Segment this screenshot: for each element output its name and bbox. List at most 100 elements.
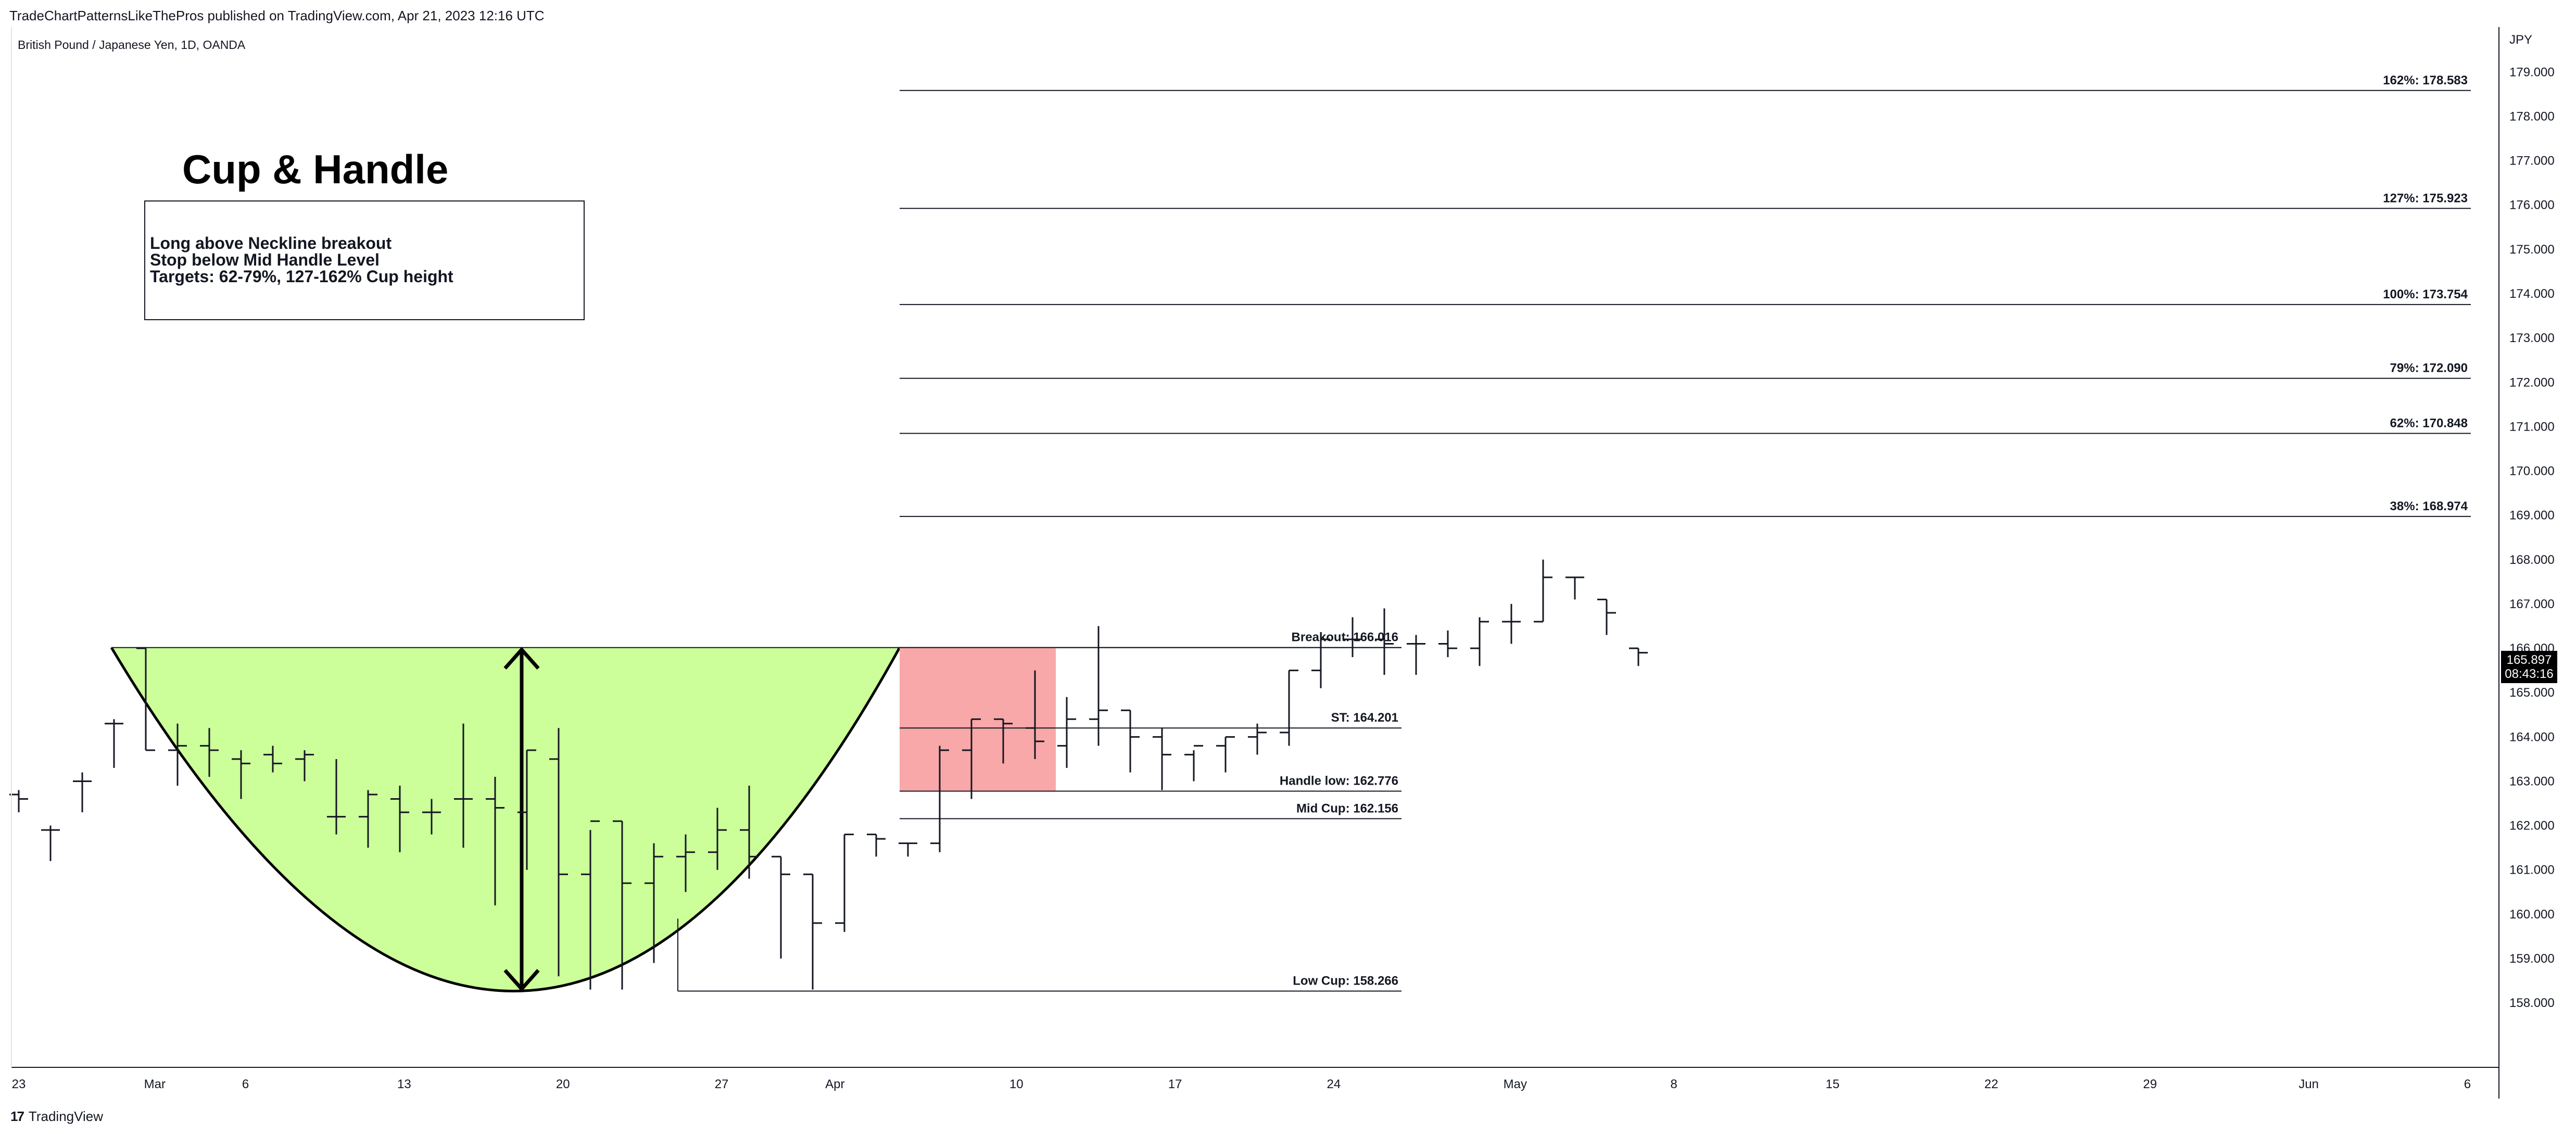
y-tick-label: 174.000: [2509, 287, 2555, 301]
ohlc-bar: [1343, 617, 1362, 658]
y-tick-label: 164.000: [2509, 730, 2555, 744]
x-tick-label: 6: [242, 1077, 249, 1091]
x-tick-label: 29: [2143, 1077, 2157, 1091]
published-caption: TradeChartPatternsLikeThePros published …: [9, 8, 545, 23]
y-tick-label: 161.000: [2509, 863, 2555, 877]
x-tick-label: 22: [1984, 1077, 1998, 1091]
ohlc-bar: [1470, 617, 1489, 666]
ohlc-bar: [772, 855, 790, 959]
ohlc-bar: [105, 719, 123, 768]
note-line-2: Stop below Mid Handle Level: [150, 250, 380, 269]
y-tick-label: 169.000: [2509, 509, 2555, 523]
x-tick-label: Jun: [2299, 1077, 2319, 1091]
chart-title: Cup & Handle: [182, 146, 448, 192]
y-tick-label: 165.000: [2509, 686, 2555, 700]
ohlc-bar: [517, 749, 536, 870]
ohlc-bar: [613, 820, 632, 990]
ohlc-bars: [9, 559, 1648, 990]
target-label: 100%: 173.754: [2383, 287, 2468, 301]
ohlc-bar: [1502, 603, 1521, 644]
level-label: Handle low: 162.776: [1280, 774, 1398, 788]
ohlc-bar: [994, 718, 1013, 764]
brand-name: TradingView: [28, 1108, 103, 1124]
ohlc-bar: [1311, 635, 1330, 688]
y-tick-label: 167.000: [2509, 597, 2555, 611]
notes-box: [144, 200, 585, 320]
ohlc-bar: [73, 772, 92, 813]
x-tick-label: May: [1504, 1077, 1527, 1091]
ohlc-bar: [422, 799, 441, 835]
target-label: 62%: 170.848: [2390, 416, 2468, 430]
x-tick-label: 20: [556, 1077, 570, 1091]
cup-curve: [110, 647, 901, 992]
x-tick-label: 27: [715, 1077, 729, 1091]
footer-brand[interactable]: 17 TradingView: [10, 1105, 103, 1128]
ohlc-bar: [9, 790, 28, 813]
ohlc-bar: [1153, 728, 1171, 790]
level-label: Mid Cup: 162.156: [1296, 801, 1398, 815]
y-tick-label: 175.000: [2509, 243, 2555, 257]
ohlc-bar: [359, 790, 377, 848]
level-label: Breakout: 166.016: [1292, 631, 1398, 645]
y-tick-label: 168.000: [2509, 553, 2555, 567]
ohlc-bar: [1407, 635, 1425, 675]
y-tick-label: 162.000: [2509, 819, 2555, 833]
target-label: 162%: 178.583: [2383, 73, 2468, 87]
ohlc-bar: [708, 808, 727, 870]
symbol-title: British Pound / Japanese Yen, 1D, OANDA: [18, 38, 246, 52]
target-label: 127%: 175.923: [2383, 191, 2468, 205]
y-tick-label: 159.000: [2509, 952, 2555, 966]
ohlc-bar: [1248, 723, 1267, 755]
target-label: 38%: 168.974: [2390, 499, 2468, 513]
ohlc-bar: [1057, 697, 1076, 768]
note-line-3: Targets: 62-79%, 127-162% Cup height: [150, 267, 453, 286]
x-ticks: 23Mar6132027Apr101724May8152229Jun612: [12, 1077, 2471, 1091]
x-tick-label: 13: [397, 1077, 411, 1091]
x-tick-label: 15: [1826, 1077, 1840, 1091]
level-layer: Breakout: 166.016 ST: 164.201 Handle low: …: [677, 73, 2471, 992]
ohlc-bar: [1597, 598, 1616, 635]
target-label: 79%: 172.090: [2390, 361, 2468, 375]
ohlc-bar: [549, 728, 568, 977]
cup-layer: [110, 647, 1401, 992]
y-ticks: 158.000 159.000 160.000 161.000 162.000 163.0…: [2509, 65, 2555, 1010]
ohlc-bar: [962, 718, 981, 799]
x-tick-label: 23: [12, 1077, 26, 1091]
ohlc-bar: [454, 723, 473, 848]
y-tick-label: 172.000: [2509, 375, 2555, 389]
ohlc-bar: [1216, 736, 1235, 773]
x-tick-label: 17: [1168, 1077, 1182, 1091]
x-tick-label: Apr: [825, 1077, 844, 1091]
y-tick-label: 178.000: [2509, 109, 2555, 123]
arrow-up-head-icon: [503, 647, 540, 670]
ohlc-bar: [867, 834, 886, 857]
last-price-countdown: 08:43:16: [2505, 667, 2553, 681]
level-label: ST: 164.201: [1331, 711, 1398, 725]
ohlc-bar: [41, 825, 60, 861]
ohlc-bar: [390, 785, 409, 852]
currency-label: JPY: [2509, 33, 2532, 47]
ohlc-bar: [486, 776, 504, 905]
tradingview-logo-icon: 17: [10, 1108, 24, 1124]
y-tick-label: 170.000: [2509, 464, 2555, 478]
ohlc-bar: [581, 820, 600, 990]
ohlc-bar: [136, 647, 155, 751]
ohlc-bar: [327, 759, 346, 835]
x-tick-label: 8: [1670, 1077, 1677, 1091]
ohlc-bar: [1089, 626, 1108, 746]
ohlc-bar: [1375, 608, 1394, 675]
ohlc-bar: [1026, 670, 1044, 759]
ohlc-bar: [295, 750, 314, 782]
y-tick-label: 171.000: [2509, 420, 2555, 434]
y-tick-label: 179.000: [2509, 65, 2555, 79]
last-price-tag-bg: [2501, 651, 2557, 683]
ohlc-bar: [263, 746, 282, 773]
annotation-layer: Cup & Handle Long above Neckline breakou…: [144, 146, 585, 320]
x-tick-label: Mar: [144, 1077, 166, 1091]
level-label: Low Cup: 158.266: [1293, 974, 1398, 988]
ohlc-bar: [168, 723, 187, 786]
ohlc-bar: [1629, 647, 1648, 666]
ohlc-bar: [899, 842, 917, 857]
ohlc-bar: [1565, 576, 1584, 600]
